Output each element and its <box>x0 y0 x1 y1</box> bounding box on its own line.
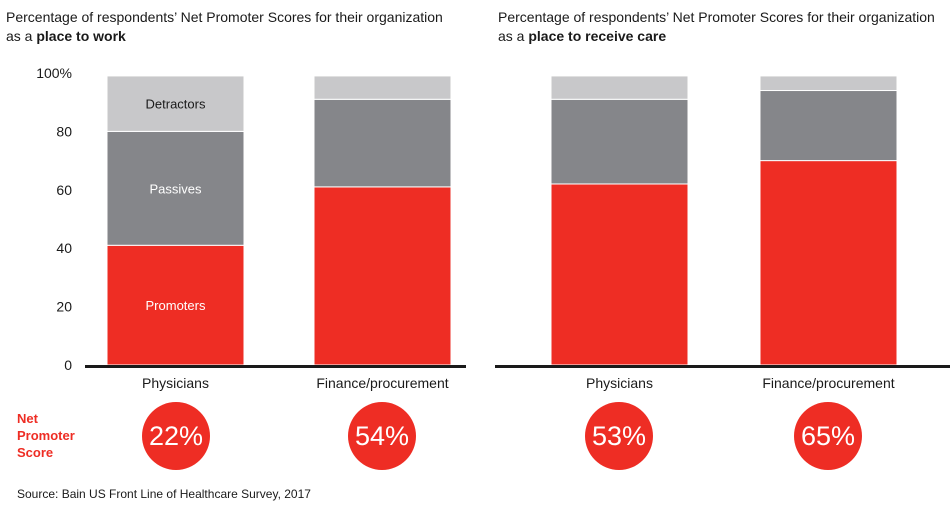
stacked-bar-charts: 0 20 40 60 80 100% Promoters Passives Detractors… <box>36 65 950 391</box>
bar-segment-passives <box>106 130 245 246</box>
bar-segment-detractors <box>550 75 689 100</box>
nps-circle-left-finance: 54% <box>348 402 416 470</box>
nps-label: Net Promoter Score <box>17 411 75 460</box>
bar-segment-promoters <box>313 186 452 366</box>
y-tick-label: 100% <box>36 65 72 81</box>
left-panel-title: Percentage of respondents’ Net Promoter … <box>6 9 443 44</box>
bar-segment-detractors <box>313 75 452 100</box>
category-label: Finance/procurement <box>316 375 448 391</box>
x-axis-line <box>85 365 466 368</box>
nps-circle-right-finance: 65% <box>794 402 862 470</box>
bar-segment-passives <box>759 90 898 162</box>
right-panel-title: Percentage of respondents’ Net Promoter … <box>498 9 935 44</box>
segment-label-passives: Passives <box>149 181 202 196</box>
category-label: Physicians <box>142 375 209 391</box>
bar-segment-detractors <box>106 75 245 132</box>
bar-segment-passives <box>550 98 689 185</box>
y-tick-label: 80 <box>56 123 72 139</box>
bar-segment-detractors <box>759 75 898 92</box>
nps-circle-left-physicians: 22% <box>142 402 210 470</box>
category-label: Finance/procurement <box>762 375 894 391</box>
y-tick-label: 60 <box>56 182 72 198</box>
segment-label-promoters: Promoters <box>146 298 206 313</box>
nps-circle-right-physicians: 53% <box>585 402 653 470</box>
x-axis-line <box>495 365 950 368</box>
bar-segment-promoters <box>550 183 689 366</box>
bar-segment-passives <box>313 98 452 188</box>
y-tick-label: 40 <box>56 240 72 256</box>
bar-segment-promoters <box>759 160 898 366</box>
segment-label-detractors: Detractors <box>146 97 206 112</box>
source-note: Source: Bain US Front Line of Healthcare… <box>17 487 311 501</box>
y-tick-label: 20 <box>56 299 72 315</box>
category-label: Physicians <box>586 375 653 391</box>
y-tick-label: 0 <box>64 357 72 373</box>
